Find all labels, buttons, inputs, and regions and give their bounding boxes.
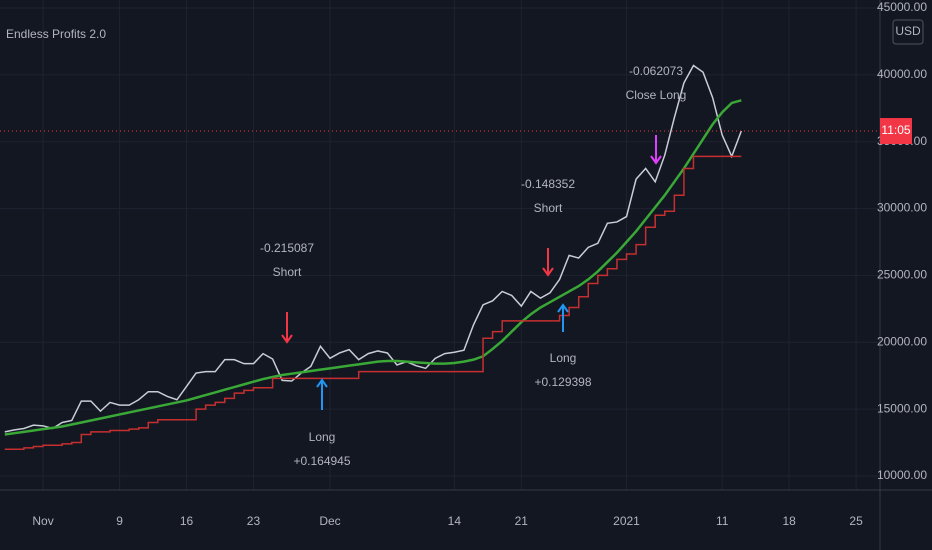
price-label: 11:05 <box>881 123 910 137</box>
annotation-bottom: Short <box>273 265 302 279</box>
annotation-top: Long <box>309 430 336 444</box>
series-line <box>4 64 743 433</box>
y-tick-label: 10000.00 <box>877 468 927 482</box>
signal-arrow-head <box>557 303 569 313</box>
x-tick-label: 2021 <box>613 514 640 528</box>
annotation-bottom: +0.129398 <box>534 375 591 389</box>
x-tick-label: 21 <box>515 514 529 528</box>
annotation-top: -0.215087 <box>260 241 314 255</box>
annotation-bottom: Close Long <box>626 88 687 102</box>
y-tick-label: 40000.00 <box>877 67 927 81</box>
series-line <box>4 155 742 450</box>
signal-arrow-head <box>542 267 554 277</box>
y-tick-label: 20000.00 <box>877 334 927 348</box>
x-tick-label: 14 <box>448 514 462 528</box>
currency-box[interactable] <box>892 19 924 45</box>
y-tick-label: 25000.00 <box>877 268 927 282</box>
signal-arrow-head <box>316 378 328 388</box>
x-tick-label: 23 <box>247 514 261 528</box>
signal-arrow-head <box>650 155 662 165</box>
x-tick-label: 16 <box>180 514 194 528</box>
annotation-top: Long <box>550 351 577 365</box>
annotation-top: -0.148352 <box>521 177 575 191</box>
x-tick-label: Nov <box>32 514 53 528</box>
x-tick-label: 25 <box>849 514 863 528</box>
y-tick-label: 15000.00 <box>877 401 927 415</box>
y-tick-label: 30000.00 <box>877 201 927 215</box>
y-tick-label: 45000.00 <box>877 0 927 14</box>
signal-arrow-head <box>281 334 293 344</box>
annotation-bottom: +0.164945 <box>293 454 350 468</box>
x-tick-label: 11 <box>716 514 729 528</box>
currency[interactable]: USD <box>895 24 921 38</box>
series-line <box>4 99 742 436</box>
annotation-bottom: Short <box>534 201 563 215</box>
x-tick-label: Dec <box>319 514 340 528</box>
grid <box>0 0 880 490</box>
x-tick-label: 18 <box>782 514 796 528</box>
annotation-top: -0.062073 <box>629 64 683 78</box>
price-label-box <box>880 118 912 145</box>
chart-title: Endless Profits 2.0 <box>6 27 106 41</box>
x-tick-label: 9 <box>116 514 123 528</box>
